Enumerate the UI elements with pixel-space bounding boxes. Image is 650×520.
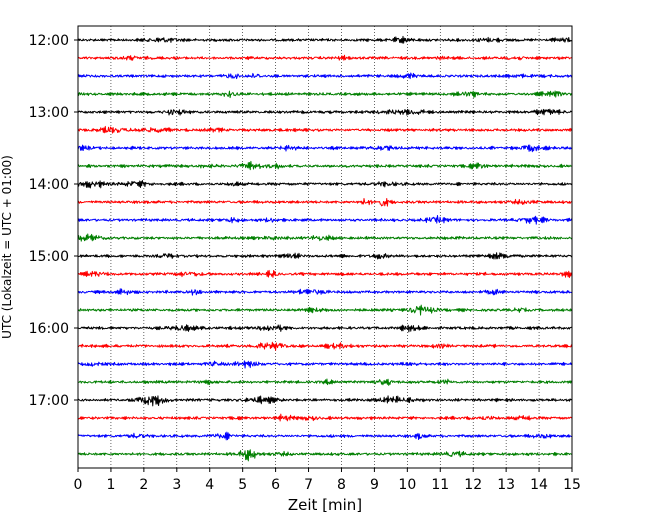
trace-1245 [77, 90, 573, 99]
y-tick-label-16:00: 16:00 [29, 321, 69, 337]
trace-1600 [77, 324, 573, 333]
x-tick-label-15: 15 [563, 477, 581, 493]
x-tick-label-9: 9 [370, 477, 379, 493]
trace-1615 [77, 341, 573, 351]
trace-1745 [77, 449, 573, 462]
y-axis-label: UTC (Lokalzeit = UTC + 01:00) [0, 155, 14, 339]
y-tick-label-12:00: 12:00 [29, 33, 69, 49]
x-tick-label-5: 5 [238, 477, 247, 493]
trace-1330 [77, 144, 573, 153]
x-tick-label-14: 14 [530, 477, 548, 493]
trace-1715 [77, 413, 573, 422]
trace-1400 [77, 180, 573, 189]
y-tick-label-15:00: 15:00 [29, 249, 69, 265]
trace-layer [77, 35, 573, 462]
trace-1215 [77, 54, 573, 61]
trace-1530 [77, 288, 573, 296]
trace-1545 [77, 304, 573, 316]
x-axis-label: Zeit [min] [288, 496, 362, 514]
x-tick-label-8: 8 [337, 477, 346, 493]
trace-1500 [77, 252, 573, 260]
trace-1630 [77, 360, 573, 369]
x-tick-label-6: 6 [271, 477, 280, 493]
trace-1730 [77, 431, 573, 441]
x-tick-label-0: 0 [74, 477, 83, 493]
y-tick-label-14:00: 14:00 [29, 177, 69, 193]
x-tick-label-11: 11 [431, 477, 449, 493]
trace-1515 [77, 269, 573, 279]
trace-1315 [77, 125, 573, 134]
trace-1200 [77, 35, 573, 44]
y-axis: 12:00 13:00 14:00 15:00 16:00 17:00 [29, 33, 78, 409]
y-tick-label-17:00: 17:00 [29, 393, 69, 409]
trace-1415 [77, 197, 573, 207]
y-tick-label-13:00: 13:00 [29, 105, 69, 121]
x-tick-label-2: 2 [139, 477, 148, 493]
trace-1430 [77, 215, 573, 225]
trace-1645 [77, 378, 573, 386]
trace-1345 [77, 160, 573, 171]
x-axis: 0 1 2 3 4 5 6 7 8 9 10 11 12 13 14 15 [74, 468, 581, 493]
x-tick-label-7: 7 [304, 477, 313, 493]
trace-1445 [77, 233, 573, 242]
x-tick-label-10: 10 [398, 477, 416, 493]
x-tick-label-3: 3 [172, 477, 181, 493]
trace-1700 [77, 395, 573, 407]
trace-1300 [77, 108, 573, 116]
trace-1230 [77, 72, 573, 80]
x-tick-label-12: 12 [464, 477, 482, 493]
plot-frame [77, 25, 573, 469]
x-tick-label-13: 13 [497, 477, 515, 493]
x-tick-label-4: 4 [205, 477, 214, 493]
x-tick-label-1: 1 [106, 477, 115, 493]
